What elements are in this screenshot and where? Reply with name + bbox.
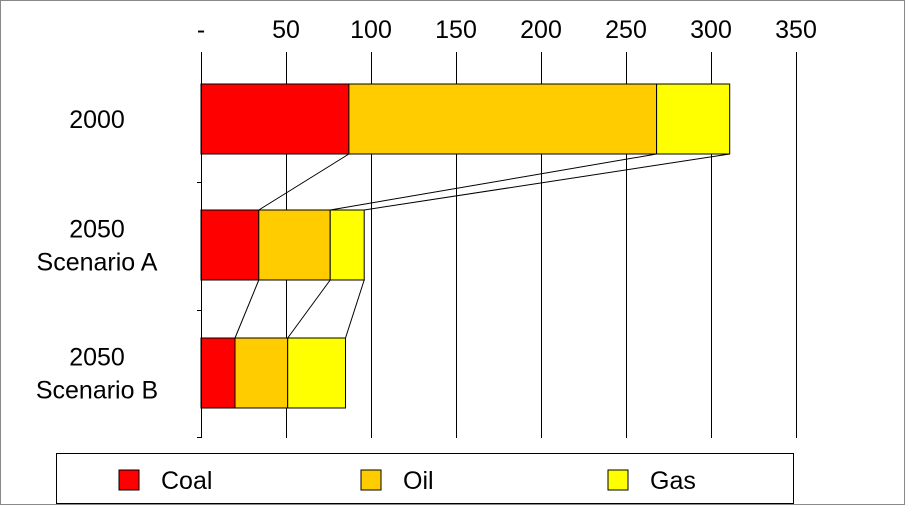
category-label: 2000 bbox=[69, 106, 125, 134]
bar-segment-gas bbox=[287, 337, 347, 409]
bar-segment-oil bbox=[234, 337, 289, 409]
bar-segment-coal bbox=[200, 337, 236, 409]
category-label: Scenario A bbox=[37, 249, 158, 277]
connector-line bbox=[287, 279, 331, 339]
bar-segment-oil bbox=[348, 83, 658, 155]
bar-segment-coal bbox=[200, 83, 350, 155]
legend-swatch-oil bbox=[360, 469, 382, 491]
bar-segment-oil bbox=[258, 209, 331, 281]
category-label: 2050 bbox=[69, 344, 125, 372]
x-tick-label: 100 bbox=[350, 16, 392, 44]
connector-line bbox=[364, 153, 730, 211]
bars bbox=[200, 83, 731, 409]
bar-segment-coal bbox=[200, 209, 260, 281]
category-label: Scenario B bbox=[36, 377, 158, 405]
legend-box bbox=[56, 453, 794, 504]
connector-line bbox=[345, 279, 365, 339]
bar-segment-gas bbox=[329, 209, 365, 281]
legend-swatch-coal bbox=[118, 469, 140, 491]
axes: - 50 100 150 200 250 300 350 2000 2050 Scenario A 2… bbox=[36, 16, 817, 438]
x-tick-label: 350 bbox=[775, 16, 817, 44]
x-tick-label: 150 bbox=[435, 16, 477, 44]
category-label: 2050 bbox=[69, 216, 125, 244]
connector-lines bbox=[234, 153, 730, 339]
connector-line bbox=[330, 153, 657, 211]
connector-line bbox=[258, 153, 350, 211]
legend: Coal Oil Gas bbox=[56, 453, 794, 504]
x-tick-label: 50 bbox=[272, 16, 300, 44]
x-tick-label: 300 bbox=[690, 16, 732, 44]
x-tick-label: - bbox=[197, 16, 205, 44]
connector-line bbox=[234, 279, 260, 339]
legend-label-oil: Oil bbox=[403, 467, 434, 495]
x-tick-label: 250 bbox=[605, 16, 647, 44]
x-tick-label: 200 bbox=[520, 16, 562, 44]
legend-label-coal: Coal bbox=[161, 467, 212, 495]
bar-segment-gas bbox=[656, 83, 731, 155]
legend-swatch-gas bbox=[607, 469, 629, 491]
legend-label-gas: Gas bbox=[650, 467, 696, 495]
